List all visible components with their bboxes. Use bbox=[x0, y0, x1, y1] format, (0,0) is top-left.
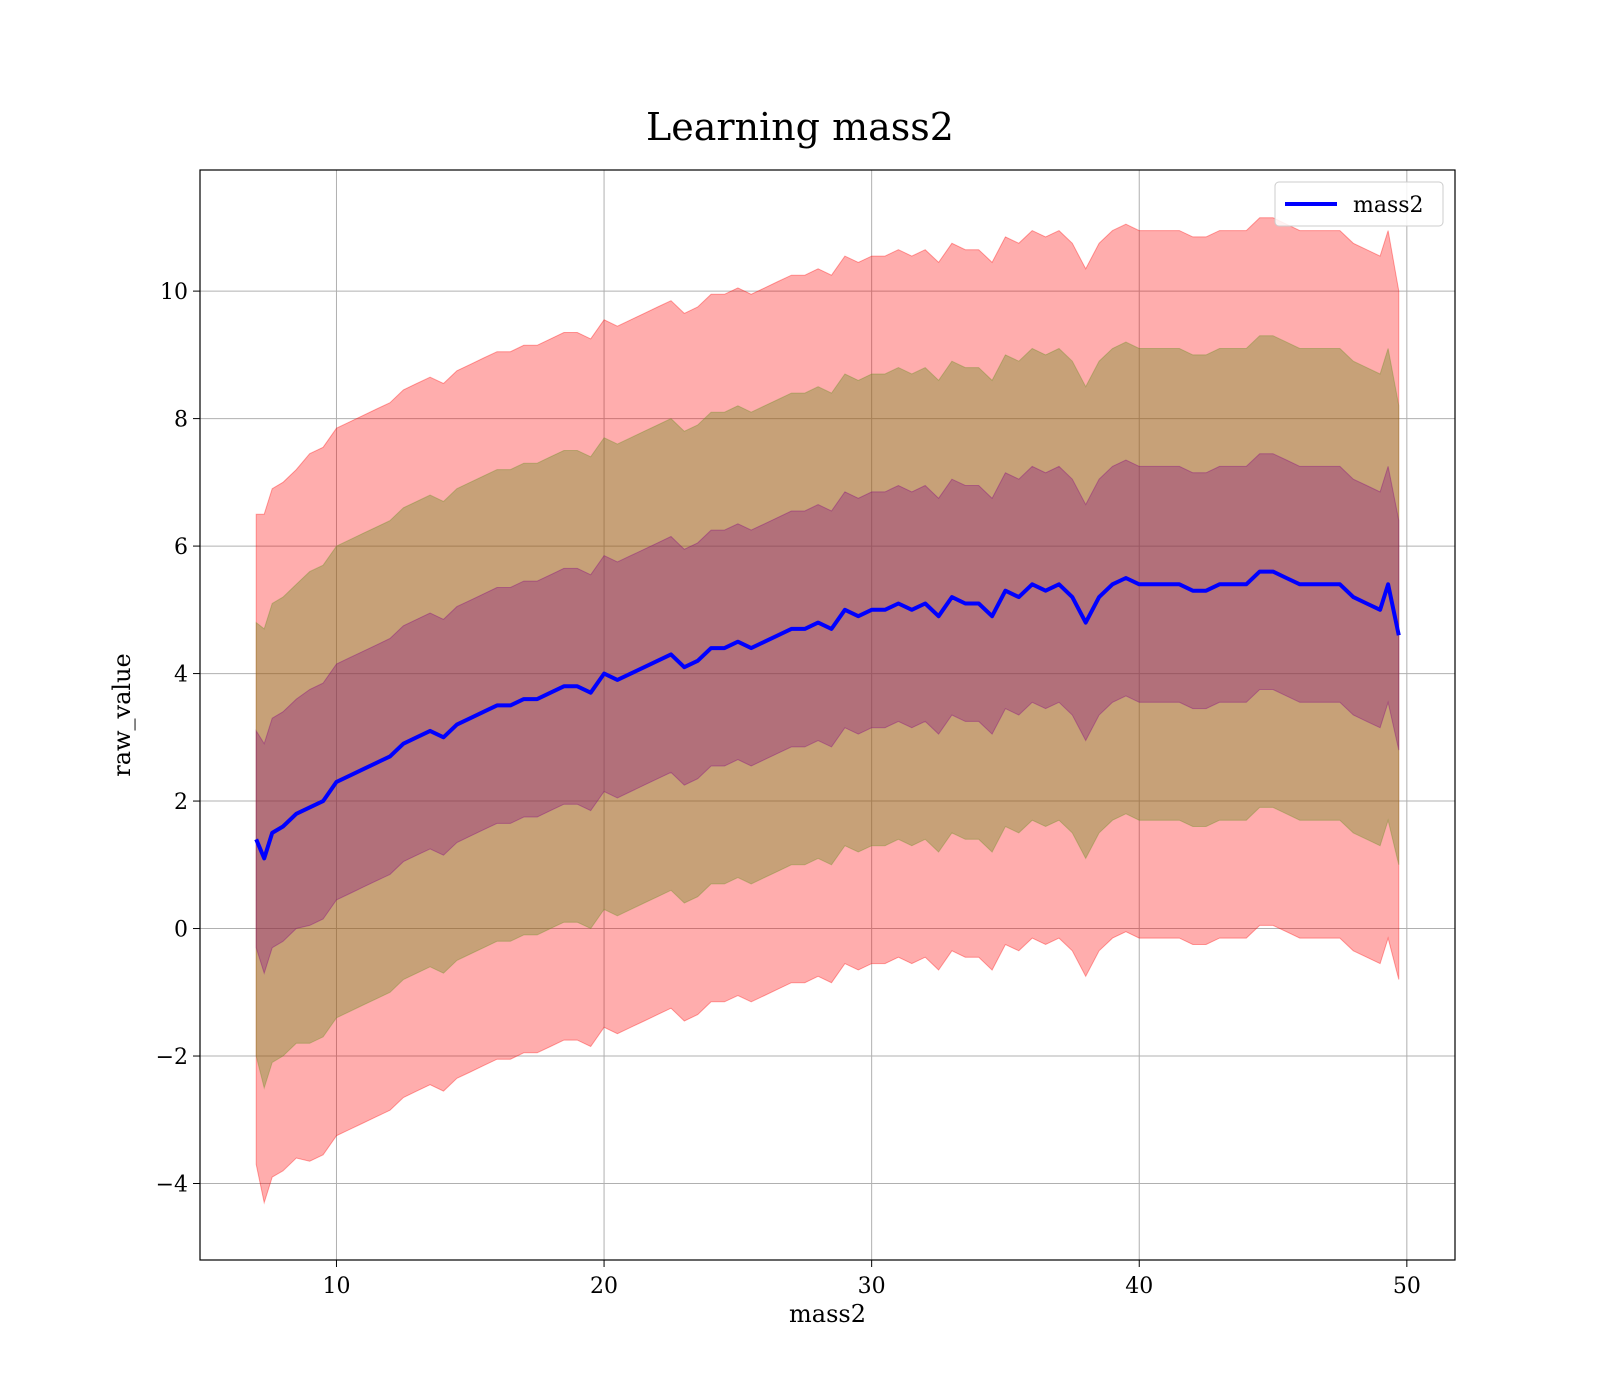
plot-frame bbox=[199, 169, 1456, 1261]
grid bbox=[200, 170, 1455, 1260]
x-tick-label: 10 bbox=[322, 1274, 350, 1299]
y-tick-label: −4 bbox=[156, 1173, 188, 1198]
y-tick-label: 10 bbox=[160, 280, 188, 305]
y-tick-label: 8 bbox=[174, 408, 188, 433]
x-tick-label: 30 bbox=[858, 1274, 886, 1299]
band-3-sigma bbox=[255, 217, 1400, 1205]
band-2-sigma bbox=[255, 335, 1400, 1090]
y-tick-label: −2 bbox=[156, 1045, 188, 1070]
legend-entry-mass2: mass2 bbox=[1353, 193, 1424, 218]
y-tick-label: 0 bbox=[174, 918, 188, 943]
chart-title: Learning mass2 bbox=[646, 105, 954, 149]
x-tick-label: 50 bbox=[1393, 1274, 1421, 1299]
y-tick-label: 4 bbox=[174, 663, 188, 688]
x-tick-label: 40 bbox=[1125, 1274, 1153, 1299]
legend-box bbox=[1274, 181, 1444, 227]
y-tick-label: 6 bbox=[174, 535, 188, 560]
legend: mass2 bbox=[1274, 181, 1444, 227]
uncertainty-bands bbox=[255, 217, 1400, 1205]
series-lines bbox=[254, 569, 1401, 861]
series-line-mass2 bbox=[254, 569, 1401, 861]
y-tick-label: 2 bbox=[174, 790, 188, 815]
x-tick-label: 20 bbox=[590, 1274, 618, 1299]
x-axis-label: mass2 bbox=[789, 1300, 866, 1328]
ticks: 10 20 30 40 50 −4 −2 0 2 4 6 8 10 bbox=[156, 280, 1421, 1299]
y-axis-label: raw_value bbox=[108, 653, 136, 777]
